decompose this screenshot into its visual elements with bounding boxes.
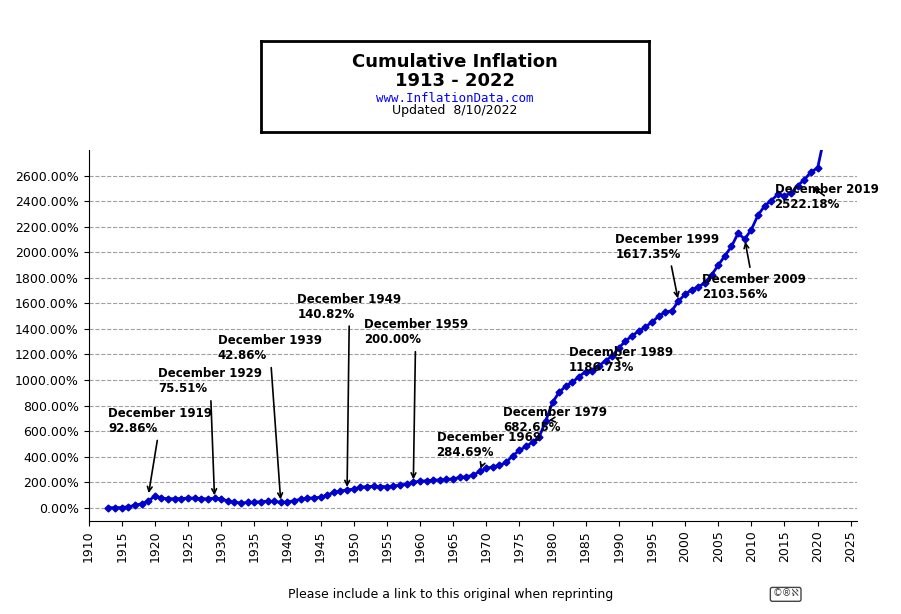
Text: December 1999
1617.35%: December 1999 1617.35%	[615, 233, 720, 297]
Text: December 2009
2103.56%: December 2009 2103.56%	[702, 244, 805, 301]
Text: December 1949
140.82%: December 1949 140.82%	[297, 293, 402, 485]
Text: December 1959
200.00%: December 1959 200.00%	[364, 318, 468, 478]
Text: Cumulative Inflation: Cumulative Inflation	[352, 53, 558, 71]
Text: Please include a link to this original when reprinting: Please include a link to this original w…	[288, 588, 613, 601]
Text: December 1919
92.86%: December 1919 92.86%	[108, 407, 213, 491]
Text: July  2022
2,923.22%: July 2022 2,923.22%	[0, 613, 1, 614]
Text: www.InflationData.com: www.InflationData.com	[377, 91, 533, 105]
Text: December 1969
284.69%: December 1969 284.69%	[436, 431, 541, 467]
Text: Updated  8/10/2022: Updated 8/10/2022	[392, 104, 518, 117]
Text: December 1979
682.65%: December 1979 682.65%	[503, 406, 606, 433]
Text: December 1929
75.51%: December 1929 75.51%	[159, 367, 262, 494]
Text: December 1989
1186.73%: December 1989 1186.73%	[569, 346, 673, 375]
Text: December 1939
42.86%: December 1939 42.86%	[218, 334, 322, 498]
Text: December 2019
2522.18%: December 2019 2522.18%	[775, 184, 878, 211]
Text: ©®ℵ: ©®ℵ	[772, 589, 799, 599]
Text: 1913 - 2022: 1913 - 2022	[395, 72, 515, 90]
